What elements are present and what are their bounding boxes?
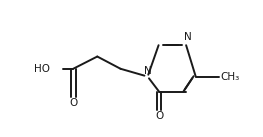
Text: N: N bbox=[144, 65, 151, 75]
Text: HO: HO bbox=[34, 64, 50, 74]
Text: CH₃: CH₃ bbox=[220, 72, 239, 82]
Text: N: N bbox=[184, 32, 191, 42]
Text: O: O bbox=[155, 112, 163, 122]
Text: O: O bbox=[69, 98, 77, 108]
